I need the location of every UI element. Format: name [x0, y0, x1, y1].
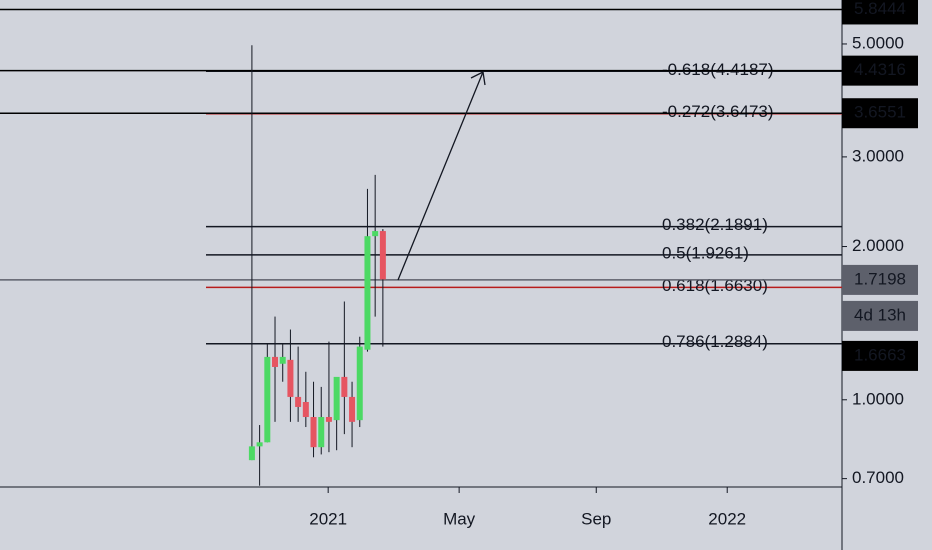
x-tick-label: May: [443, 509, 476, 528]
time-axis: 2021 May Sep 2022: [309, 487, 746, 528]
countdown-box: [842, 300, 918, 331]
candle-body: [318, 417, 325, 448]
fib-label: -0.272(3.6473): [662, 102, 774, 121]
candle-body: [372, 231, 379, 237]
fib-label: 0.382(2.1891): [662, 215, 768, 234]
candle-body: [272, 356, 279, 367]
x-tick-label: Sep: [581, 509, 611, 528]
candle-body: [248, 446, 255, 461]
x-tick-label: 2022: [708, 509, 746, 528]
candle-body: [295, 396, 302, 407]
y-tick-label: 3.0000: [852, 146, 904, 165]
fib-label: 0.618(1.6630): [662, 276, 768, 295]
x-tick-label: 2021: [309, 509, 347, 528]
candle-body: [379, 231, 386, 280]
y-tick-label: 5.0000: [852, 33, 904, 52]
candle-body: [302, 401, 309, 418]
y-tick-label: 0.7000: [852, 468, 904, 487]
fib-label: -0.618(4.4187): [662, 60, 774, 79]
price-label: 1.7198: [854, 269, 906, 288]
candle-body: [341, 376, 348, 397]
candle-body: [333, 376, 340, 421]
price-label-box: [842, 0, 918, 25]
price-label-box: [842, 98, 918, 129]
price-label: 5.8444: [854, 0, 906, 18]
last-price: 1.6663: [854, 345, 906, 364]
price-lines: [0, 8, 842, 281]
fib-label: 0.786(1.2884): [662, 332, 768, 351]
candle-body: [287, 359, 294, 397]
fib-label: 0.5(1.9261): [662, 243, 749, 262]
candle-body: [310, 417, 317, 448]
y-tick-label: 2.0000: [852, 236, 904, 255]
price-label-box: [842, 55, 918, 86]
price-label: 4.4316: [854, 60, 906, 79]
candle-body: [256, 442, 263, 447]
last-price-box: [842, 340, 918, 371]
candle-body: [325, 417, 332, 422]
candle-body: [279, 356, 286, 364]
y-tick-label: 1.0000: [852, 389, 904, 408]
candle-body: [349, 396, 356, 422]
countdown: 4d 13h: [854, 305, 906, 324]
arrow: [397, 71, 484, 281]
candle-body: [364, 236, 371, 350]
arrow-head: [470, 71, 486, 86]
price-label: 3.6551: [854, 103, 906, 122]
price-label-box: [842, 264, 918, 295]
price-axis: 5.0000 3.0000 2.0000 1.0000 0.7000 5.8444 4.43…: [842, 0, 918, 487]
candle-body: [356, 346, 363, 421]
candles: [248, 45, 386, 486]
candle-body: [264, 356, 271, 443]
